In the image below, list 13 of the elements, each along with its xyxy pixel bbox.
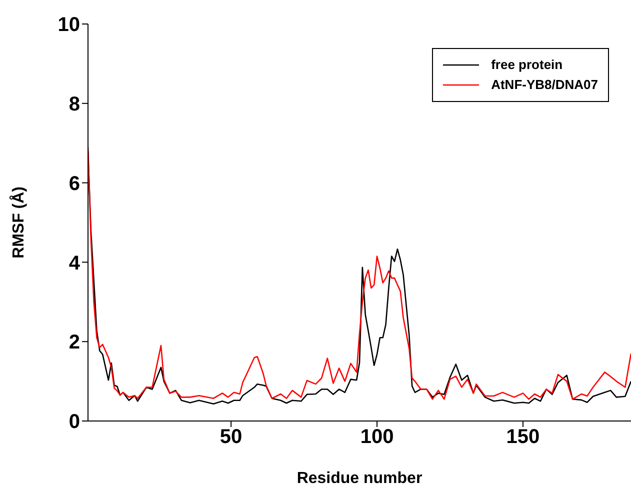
x-tick-label: 100 (360, 426, 394, 448)
y-tick-label: 2 (68, 332, 80, 354)
legend-label: AtNF-YB8/DNA07 (491, 76, 598, 94)
legend-label: free protein (491, 56, 563, 74)
y-tick-label: 8 (68, 94, 80, 116)
x-axis-title: Residue number (296, 470, 422, 487)
y-tick-label: 4 (68, 252, 81, 274)
x-tick-label: 50 (220, 426, 242, 448)
y-tick-label: 6 (68, 172, 80, 195)
x-tick-label: 150 (506, 426, 540, 448)
y-tick-label: 10 (58, 14, 80, 36)
y-tick-label: 0 (68, 411, 80, 434)
y-axis-title: RMSF (Å) (8, 186, 28, 258)
